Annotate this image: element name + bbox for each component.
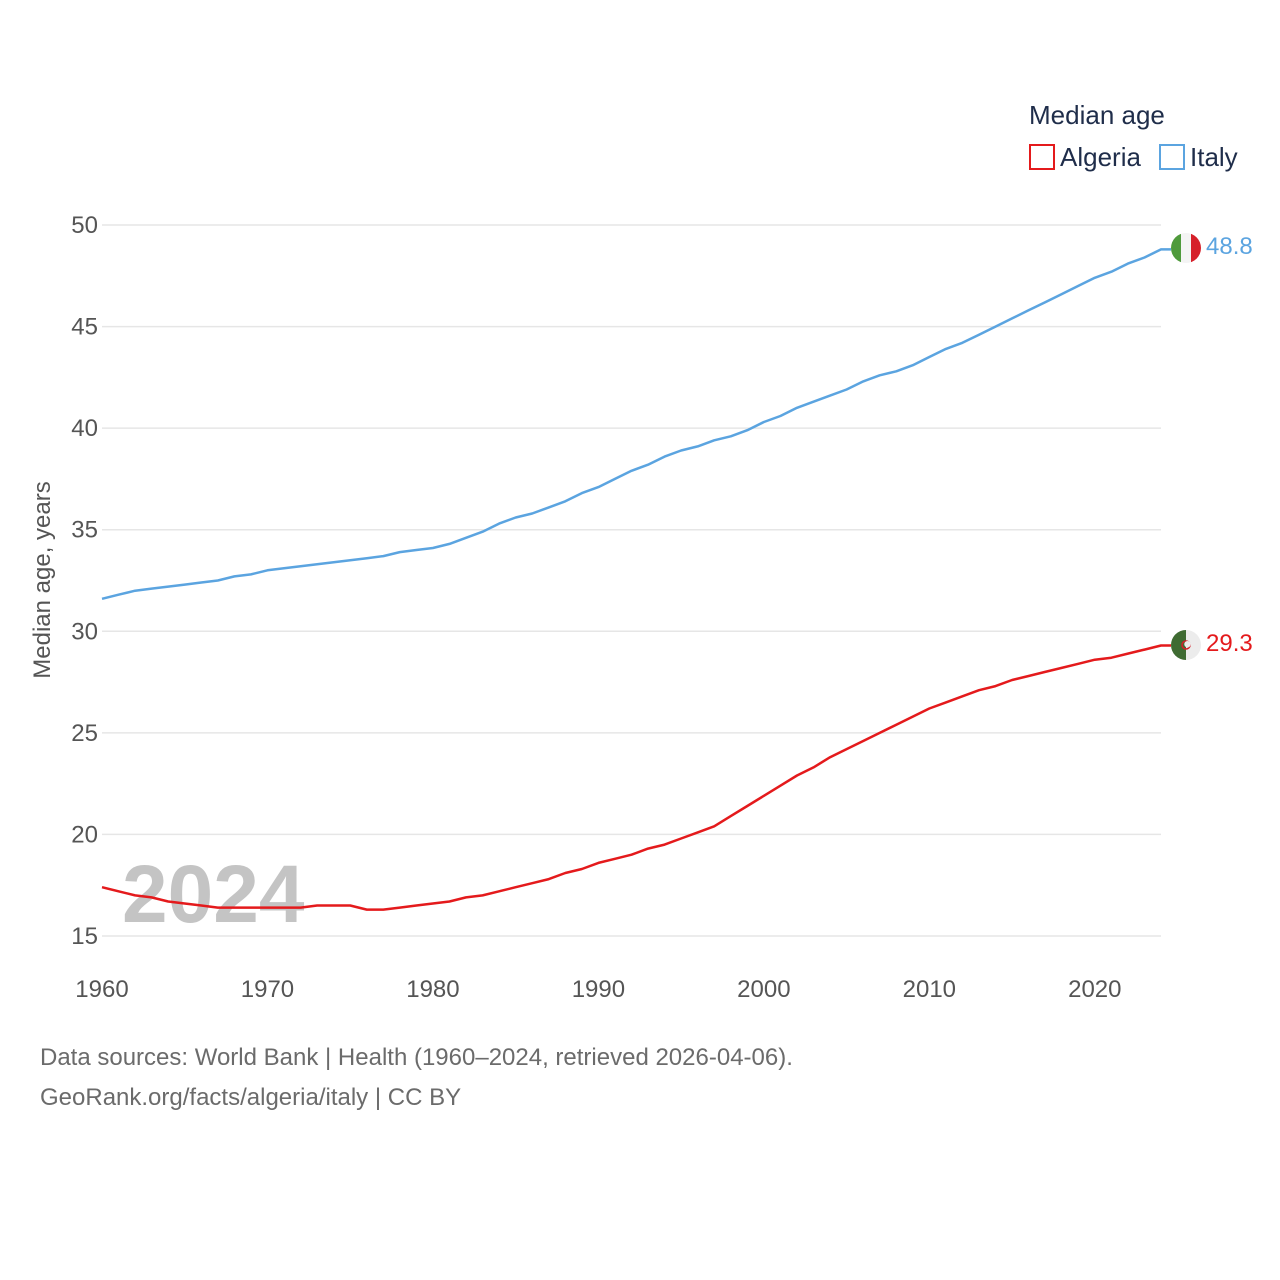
y-axis-label: Median age, years: [29, 481, 56, 678]
series-line-algeria[interactable]: [101, 644, 1171, 911]
end-label-italy: 48.8: [1206, 233, 1253, 260]
legend-swatch-italy: [1159, 144, 1185, 170]
italy-flag-icon: [1171, 233, 1201, 263]
year-watermark: 2024: [122, 849, 305, 940]
legend-label-italy: Italy: [1190, 142, 1238, 172]
y-tick-label: 15: [71, 923, 98, 950]
x-tick-label: 1960: [75, 976, 128, 1003]
y-tick-label: 25: [71, 720, 98, 747]
data-source-note: Data sources: World Bank | Health (1960–…: [40, 1044, 793, 1071]
y-tick-label: 50: [71, 212, 98, 239]
x-tick-label: 2000: [737, 976, 790, 1003]
attribution-link[interactable]: GeoRank.org/facts/algeria/italy | CC BY: [40, 1084, 462, 1111]
algeria-flag-icon: [1171, 630, 1201, 660]
y-tick-label: 30: [71, 618, 98, 645]
y-tick-label: 35: [71, 517, 98, 544]
y-tick-label: 20: [71, 821, 98, 848]
legend-item-italy[interactable]: Italy: [1159, 142, 1238, 172]
grid-lines: [102, 224, 1161, 937]
end-label-algeria: 29.3: [1206, 630, 1253, 657]
legend-label-algeria: Algeria: [1060, 142, 1141, 172]
x-tick-label: 1990: [572, 976, 625, 1003]
legend-swatch-algeria: [1029, 144, 1055, 170]
legend-item-algeria[interactable]: Algeria: [1029, 142, 1141, 172]
y-tick-label: 45: [71, 314, 98, 341]
x-axis-ticks: 1960 1970 1980 1990 2000 2010 2020: [75, 976, 1121, 1003]
x-tick-label: 2010: [903, 976, 956, 1003]
y-tick-label: 40: [71, 415, 98, 442]
legend-title: Median age: [1029, 100, 1165, 130]
median-age-chart: 15 20 25 30 35 40 45 50 1960 1970 1980 1990 2000 201…: [29, 100, 1253, 1003]
x-tick-label: 1980: [406, 976, 459, 1003]
x-tick-label: 1970: [241, 976, 294, 1003]
x-tick-label: 2020: [1068, 976, 1121, 1003]
y-axis-ticks: 15 20 25 30 35 40 45 50: [71, 212, 98, 950]
series-line-italy[interactable]: [101, 248, 1171, 601]
series-layer: [101, 248, 1171, 911]
